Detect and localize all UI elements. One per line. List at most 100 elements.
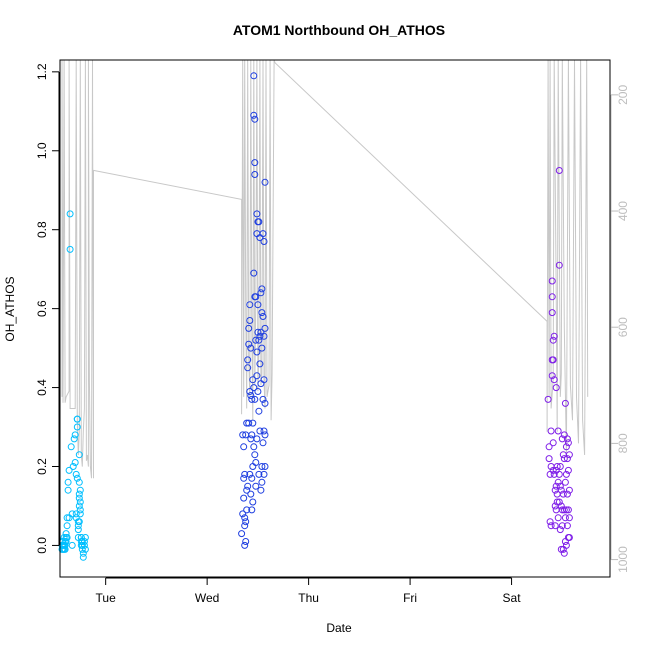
data-point <box>247 435 255 443</box>
secondary-line-layer <box>61 59 589 479</box>
data-point <box>66 210 74 218</box>
data-point <box>241 470 249 478</box>
data-point <box>247 490 255 498</box>
data-point <box>548 293 556 301</box>
data-point <box>563 522 571 530</box>
data-point <box>251 115 259 123</box>
data-point <box>75 490 83 498</box>
data-point <box>62 530 70 538</box>
data-point <box>253 372 261 380</box>
data-point <box>74 522 82 530</box>
data-point <box>252 482 260 490</box>
data-point <box>258 344 266 352</box>
data-point <box>549 356 557 364</box>
data-point <box>250 72 258 80</box>
data-point <box>552 482 560 490</box>
data-point <box>79 549 87 557</box>
data-point <box>244 364 252 372</box>
data-point <box>565 451 573 459</box>
data-point <box>241 541 249 549</box>
data-point <box>552 384 560 392</box>
data-point <box>243 506 251 514</box>
y-axis-label: OH_ATHOS <box>3 276 17 341</box>
data-point <box>550 332 558 340</box>
right-tick-label: 1000 <box>616 546 630 573</box>
data-point <box>69 463 77 470</box>
data-point <box>555 167 563 174</box>
data-point <box>81 545 89 553</box>
data-point <box>246 388 254 395</box>
data-point <box>555 261 563 269</box>
data-point <box>549 439 557 447</box>
data-point <box>243 486 251 494</box>
data-point <box>248 431 256 439</box>
data-point <box>549 466 557 474</box>
data-point <box>67 443 75 451</box>
data-point <box>561 478 569 486</box>
data-point <box>553 463 561 470</box>
data-point <box>561 514 569 522</box>
data-point <box>560 455 568 463</box>
data-point <box>557 486 565 494</box>
data-point <box>62 538 70 545</box>
data-point <box>72 510 80 518</box>
data-point <box>250 384 258 392</box>
data-point <box>556 526 564 534</box>
chart-title: ATOM1 Northbound OH_ATHOS <box>233 22 445 38</box>
data-point <box>78 545 86 553</box>
data-point <box>258 478 266 486</box>
data-point <box>260 427 268 435</box>
data-point <box>260 238 268 245</box>
data-point <box>558 522 566 530</box>
data-point <box>260 470 268 478</box>
data-point <box>68 541 76 549</box>
data-point <box>562 541 570 549</box>
data-point <box>251 395 259 403</box>
x-axis: Tue Wed Thu Fri Sat <box>96 577 521 605</box>
data-point <box>249 463 257 470</box>
data-point <box>246 317 254 324</box>
data-point <box>76 486 84 494</box>
data-point <box>75 451 83 459</box>
data-point <box>239 431 247 439</box>
data-point <box>249 419 257 427</box>
data-point <box>562 470 570 478</box>
data-point <box>241 514 249 522</box>
data-point <box>247 344 255 352</box>
data-point <box>548 372 556 380</box>
data-point <box>68 510 76 518</box>
data-point <box>560 506 568 514</box>
data-point <box>75 478 83 486</box>
right-tick-label: 200 <box>616 85 630 105</box>
data-point <box>257 486 265 494</box>
right-tick-label: 600 <box>616 317 630 337</box>
data-point <box>259 230 267 238</box>
data-point <box>550 470 558 478</box>
data-point <box>75 494 83 502</box>
x-tick-label: Tue <box>96 591 117 605</box>
data-point <box>73 474 81 482</box>
data-point <box>244 356 252 364</box>
data-point <box>256 332 264 340</box>
data-point <box>258 285 266 293</box>
data-point <box>254 301 262 309</box>
data-point <box>255 470 263 478</box>
data-point <box>71 459 79 466</box>
y-tick-label: 0.4 <box>35 379 49 396</box>
data-point <box>261 399 269 407</box>
data-point <box>554 427 562 435</box>
data-point <box>79 553 87 561</box>
data-point <box>64 478 72 486</box>
y-tick-label: 0.2 <box>35 458 49 475</box>
data-point <box>556 463 564 470</box>
data-point <box>248 395 256 403</box>
data-point <box>548 309 556 317</box>
data-point <box>255 218 263 226</box>
data-point <box>81 534 89 541</box>
data-point <box>238 530 246 538</box>
data-point <box>545 443 553 451</box>
data-point <box>65 466 73 474</box>
points-layer <box>58 72 573 561</box>
right-tick-label: 800 <box>616 433 630 453</box>
data-point <box>564 466 572 474</box>
